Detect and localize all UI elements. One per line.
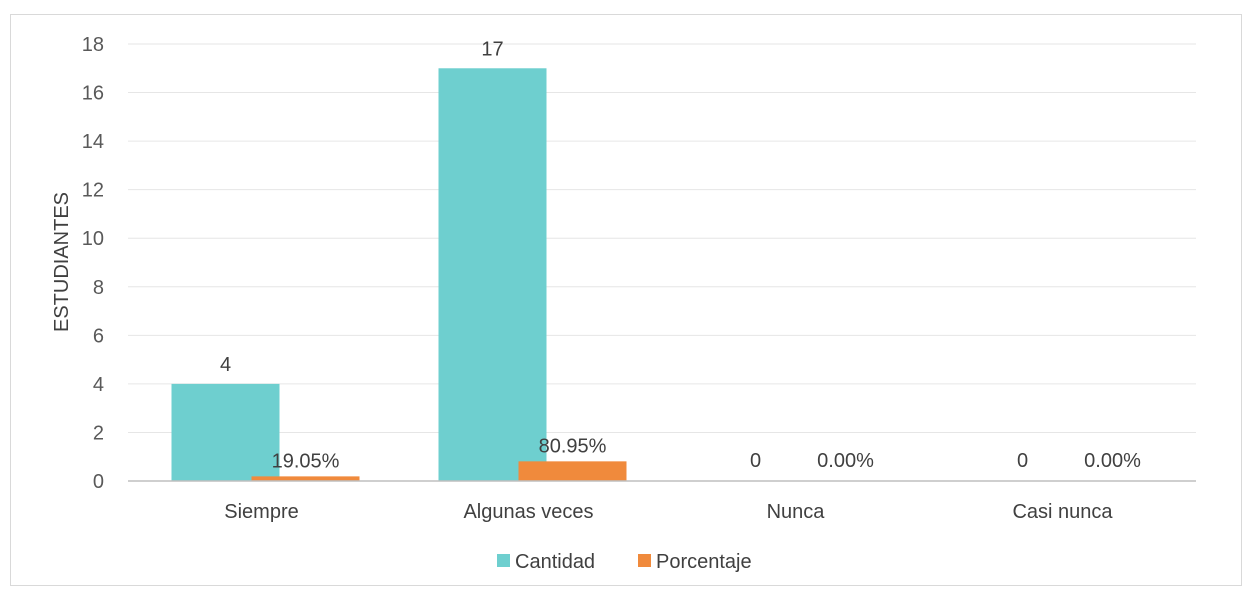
data-label-cantidad: 17 xyxy=(481,38,503,60)
data-label-cantidad: 0 xyxy=(750,450,761,472)
y-tick-label: 14 xyxy=(82,131,104,153)
y-tick-label: 0 xyxy=(93,471,104,493)
x-category-label: Siempre xyxy=(224,501,298,523)
y-tick-label: 4 xyxy=(93,374,104,396)
y-tick-label: 8 xyxy=(93,277,104,299)
data-label-cantidad: 0 xyxy=(1017,450,1028,472)
chart-frame xyxy=(10,14,1242,586)
data-label-porcentaje: 0.00% xyxy=(817,450,874,472)
data-label-cantidad: 4 xyxy=(220,354,231,376)
legend: Cantidad Porcentaje xyxy=(497,551,752,573)
data-labels: 4 19.05% 17 80.95% 0 0.00% 0 0.00% xyxy=(220,38,1141,472)
y-tick-label: 10 xyxy=(82,228,104,250)
bar-porcentaje xyxy=(251,476,360,481)
y-tick-label: 12 xyxy=(82,180,104,202)
bar-cantidad xyxy=(438,68,547,482)
y-tick-label: 2 xyxy=(93,422,104,444)
x-category-label: Algunas veces xyxy=(463,501,593,523)
legend-swatch-cantidad xyxy=(497,554,510,567)
bar-cantidad xyxy=(171,383,280,481)
data-label-porcentaje: 80.95% xyxy=(539,435,607,457)
y-tick-label: 6 xyxy=(93,325,104,347)
y-tick-label: 18 xyxy=(82,34,104,56)
x-axis-categories: Siempre Algunas veces Nunca Casi nunca xyxy=(224,501,1113,523)
x-category-label: Nunca xyxy=(767,501,826,523)
legend-label-porcentaje: Porcentaje xyxy=(656,551,752,573)
gridlines xyxy=(128,43,1196,433)
bar-porcentaje xyxy=(518,461,627,481)
data-label-porcentaje: 19.05% xyxy=(272,450,340,472)
data-label-porcentaje: 0.00% xyxy=(1084,450,1141,472)
y-tick-label: 16 xyxy=(82,83,104,105)
legend-label-cantidad: Cantidad xyxy=(515,551,595,573)
bars xyxy=(171,68,627,482)
x-category-label: Casi nunca xyxy=(1012,501,1113,523)
legend-swatch-porcentaje xyxy=(638,554,651,567)
y-axis-title: ESTUDIANTES xyxy=(51,192,73,332)
y-axis-ticks: 0 2 4 6 8 10 12 14 16 18 xyxy=(82,34,104,493)
